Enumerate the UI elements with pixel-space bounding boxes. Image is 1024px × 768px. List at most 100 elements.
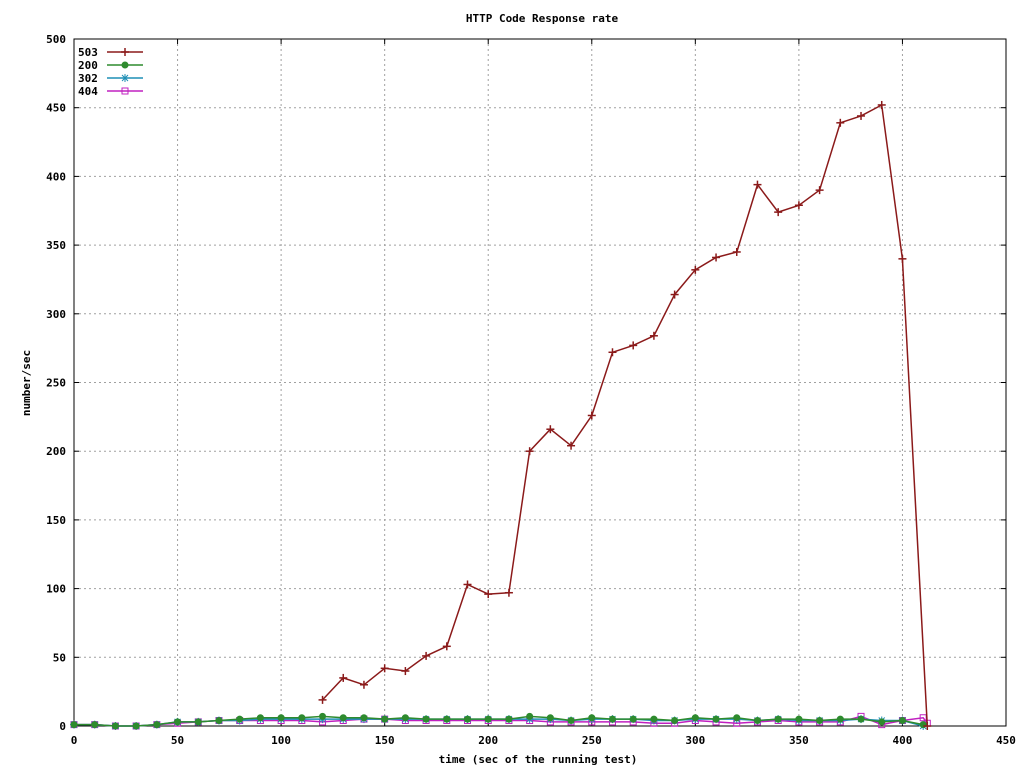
legend-label: 503: [78, 46, 98, 59]
series-503-point: [359, 680, 368, 689]
series-503-line: [321, 103, 929, 727]
marker-stroke: [121, 74, 129, 82]
series-200-point: [215, 717, 223, 725]
series-200-point: [443, 715, 451, 723]
series-503-point: [463, 580, 472, 589]
x-tick-label: 400: [893, 734, 913, 747]
legend-marker: [121, 87, 129, 95]
series-200-point: [898, 717, 906, 725]
series-503-point: [774, 208, 783, 217]
series-503-point: [691, 265, 700, 274]
series-503-point: [732, 247, 741, 256]
series-503-point: [898, 254, 907, 263]
series-200-point: [608, 715, 616, 723]
y-tick-label: 500: [46, 33, 66, 46]
series-503-point: [567, 441, 576, 450]
y-tick-label: 150: [46, 514, 66, 527]
legend-marker: [121, 61, 129, 69]
x-axis-label: time (sec of the running test): [439, 753, 638, 766]
series-503-point: [670, 290, 679, 299]
series-200-point: [753, 717, 761, 725]
series-200-point: [194, 718, 202, 726]
series-503-point: [587, 411, 596, 420]
series-503-point: [794, 201, 803, 210]
series-200-point: [650, 715, 658, 723]
series-200-point: [91, 721, 99, 729]
series-503-point: [608, 348, 617, 357]
series-503-point: [422, 651, 431, 660]
y-tick-label: 250: [46, 377, 66, 390]
y-tick-label: 200: [46, 445, 66, 458]
series-200: [70, 712, 927, 730]
series-200-point: [298, 714, 306, 722]
x-tick-label: 200: [478, 734, 498, 747]
y-tick-label: 300: [46, 308, 66, 321]
series-503-point: [753, 180, 762, 189]
series-503-point: [525, 447, 534, 456]
series-200-point: [256, 714, 264, 722]
legend-marker: [121, 48, 129, 56]
y-axis-label: number/sec: [20, 350, 33, 416]
series-200-point: [774, 715, 782, 723]
series-503-point: [442, 642, 451, 651]
series-200-point: [360, 714, 368, 722]
series-200-point: [526, 712, 534, 720]
series-200-point: [484, 715, 492, 723]
series-200-point: [111, 722, 119, 730]
series-503-point: [815, 186, 824, 195]
x-tick-label: 250: [582, 734, 602, 747]
series-200-point: [401, 714, 409, 722]
series-503-point: [546, 425, 555, 434]
series-200-point: [153, 721, 161, 729]
series-503: [318, 100, 932, 730]
y-tick-label: 50: [53, 651, 66, 664]
y-tick-label: 350: [46, 239, 66, 252]
series-200-point: [132, 722, 140, 730]
series-200-point: [795, 715, 803, 723]
series-200-point: [174, 718, 182, 726]
series-200-point: [464, 715, 472, 723]
series-503-point: [712, 253, 721, 262]
grid: [74, 39, 1006, 726]
x-tick-label: 450: [996, 734, 1016, 747]
x-tick-label: 100: [271, 734, 291, 747]
series-503-point: [484, 590, 493, 599]
series-503-point: [836, 118, 845, 127]
y-axis: 0 50 100 150 200 250 300 350 400 450 500: [46, 33, 1006, 733]
y-tick-label: 450: [46, 102, 66, 115]
series-200-point: [857, 715, 865, 723]
series-200-point: [836, 715, 844, 723]
series-503-point: [339, 673, 348, 682]
y-tick-label: 100: [46, 583, 66, 596]
legend-label: 200: [78, 59, 98, 72]
series-503-point: [629, 341, 638, 350]
series-200-point: [878, 718, 886, 726]
series-200-point: [588, 714, 596, 722]
x-tick-label: 150: [375, 734, 395, 747]
series-200-point: [70, 721, 78, 729]
series-200-point: [816, 717, 824, 725]
legend-label: 404: [78, 85, 98, 98]
series-200-point: [671, 717, 679, 725]
series-200-point: [277, 714, 285, 722]
x-tick-label: 300: [685, 734, 705, 747]
series-503-point: [380, 664, 389, 673]
series-200-point: [691, 714, 699, 722]
x-tick-label: 350: [789, 734, 809, 747]
series-200-point: [381, 715, 389, 723]
x-tick-label: 0: [71, 734, 78, 747]
series-200-point: [319, 712, 327, 720]
series-layer: [70, 100, 932, 730]
legend-label: 302: [78, 72, 98, 85]
legend-marker: [121, 74, 129, 82]
series-200-point: [712, 715, 720, 723]
series-200-point: [339, 714, 347, 722]
y-tick-label: 0: [59, 720, 66, 733]
y-tick-label: 400: [46, 170, 66, 183]
series-503-point: [857, 111, 866, 120]
series-503-point: [401, 667, 410, 676]
series-200-point: [422, 715, 430, 723]
